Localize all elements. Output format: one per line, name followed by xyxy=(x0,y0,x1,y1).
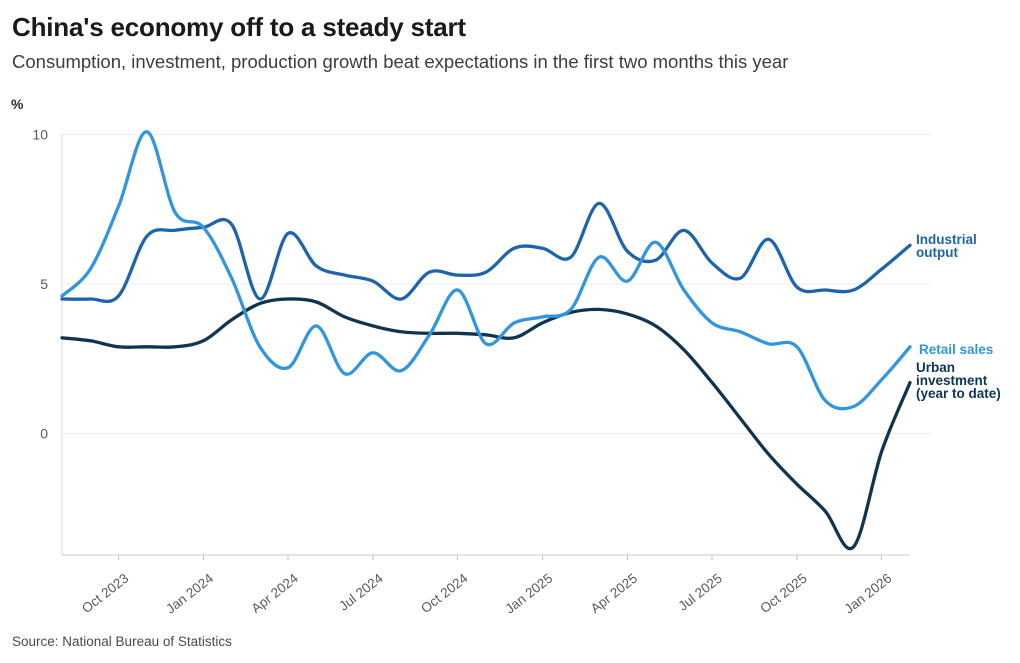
legend-retail-sales: Retail sales xyxy=(919,342,994,357)
legend-urban-investment: Urban investment (year to date) xyxy=(916,360,1001,401)
x-tick-label: Oct 2023 xyxy=(79,571,131,617)
chart-title: China's economy off to a steady start xyxy=(12,12,466,42)
x-tick-label: Jul 2024 xyxy=(336,570,386,614)
x-tick-label: Jan 2024 xyxy=(163,570,216,616)
urban-investment-year-to-date-line xyxy=(60,297,912,551)
x-tick-label: Oct 2025 xyxy=(757,571,809,617)
x-tick-label: Apr 2025 xyxy=(588,571,640,617)
y-tick-label-10: 10 xyxy=(32,127,48,143)
y-axis-unit-label: % xyxy=(11,96,24,112)
x-tick-label: Jan 2026 xyxy=(842,571,895,617)
x-tick-label: Jan 2025 xyxy=(502,571,555,617)
retail-sales-line xyxy=(60,130,912,411)
chart-subtitle: Consumption, investment, production grow… xyxy=(12,51,789,72)
y-tick-label-5: 5 xyxy=(40,276,48,292)
x-tick-label: Jul 2025 xyxy=(675,571,724,614)
y-tick-label-0: 0 xyxy=(40,425,48,441)
source-note: Source: National Bureau of Statistics xyxy=(12,634,232,649)
industrial-output-line xyxy=(60,201,912,304)
x-tick-label: Oct 2024 xyxy=(418,570,471,616)
x-tick-label: Apr 2024 xyxy=(249,570,302,616)
legend-industrial-output: Industrial output xyxy=(916,232,977,260)
